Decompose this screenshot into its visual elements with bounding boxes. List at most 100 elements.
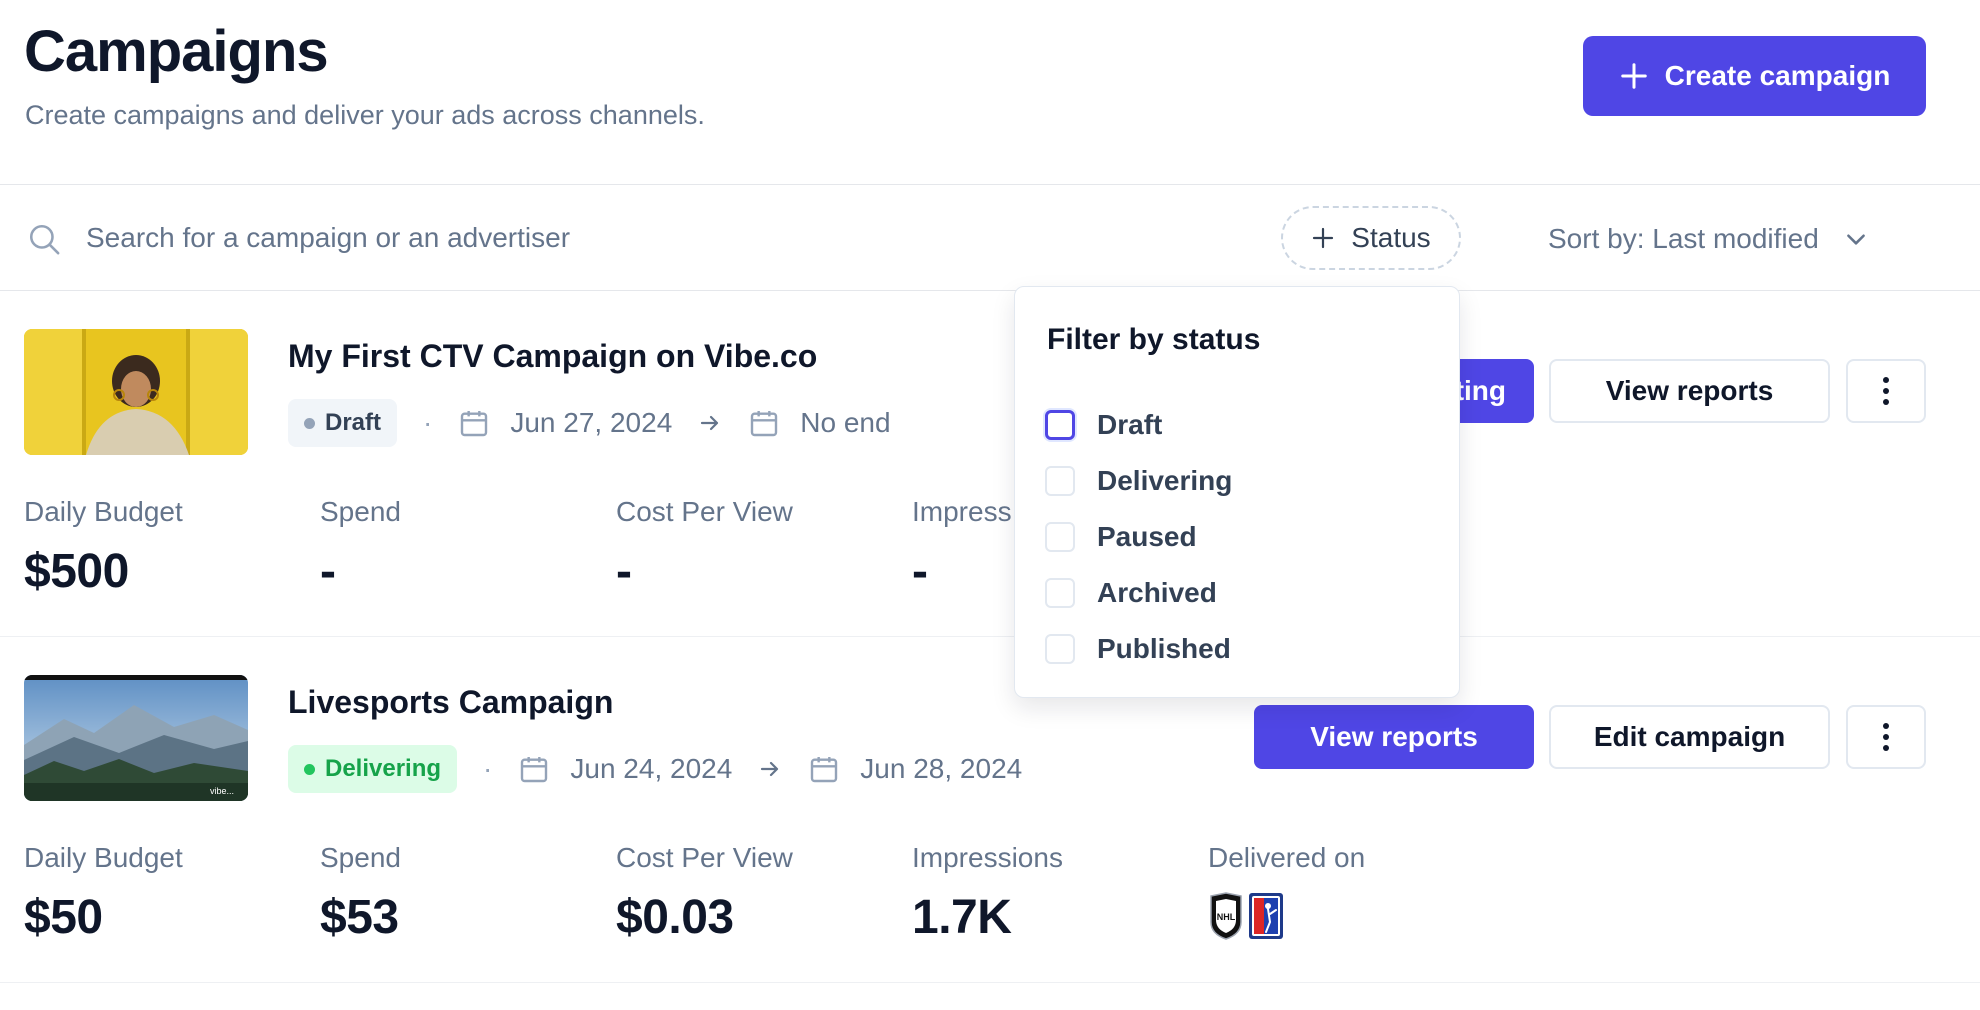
status-option-label: Delivering: [1097, 465, 1233, 496]
status-badge-label: Draft: [325, 409, 382, 436]
status-badge: Delivering: [288, 745, 458, 793]
status-option-label: Archived: [1097, 577, 1217, 608]
calendar-icon: [521, 757, 548, 783]
channel-logos: NHL: [1208, 892, 1365, 940]
arrow-right-icon: [701, 415, 719, 431]
status-dot: [304, 763, 315, 775]
status-option-label: Published: [1097, 633, 1231, 664]
svg-text:NHL: NHL: [1217, 912, 1236, 922]
more-actions-button[interactable]: [1846, 705, 1926, 769]
campaign-name[interactable]: My First CTV Campaign on Vibe.co: [288, 338, 818, 374]
page-header: Campaigns Create campaigns and deliver y…: [0, 0, 1980, 185]
status-option-delivering[interactable]: Delivering: [1045, 461, 1232, 501]
calendar-icon: [751, 411, 778, 437]
sort-select[interactable]: Sort by: Last modified: [1548, 211, 1869, 267]
status-filter-label: Status: [1351, 222, 1431, 253]
status-option-draft[interactable]: Draft: [1045, 405, 1162, 445]
stat-label: Spend: [320, 842, 401, 873]
stat-label: Daily Budget: [24, 842, 183, 873]
arrow-right-icon: [761, 761, 779, 777]
stat-delivered-on: Delivered on NHL: [1208, 842, 1365, 940]
status-option-published[interactable]: Published: [1045, 629, 1231, 669]
stat-value: $0.03: [616, 891, 734, 944]
stat-label: Delivered on: [1208, 842, 1366, 873]
status-checkbox[interactable]: [1045, 466, 1075, 496]
search-icon: [29, 224, 60, 255]
more-vertical-icon: [1883, 377, 1889, 405]
filter-toolbar: Status Sort by: Last modified: [0, 185, 1980, 291]
stat-label: Impress: [912, 496, 1012, 527]
stat-cost-per-view: Cost Per View -: [616, 496, 793, 599]
status-checkbox[interactable]: [1045, 634, 1075, 664]
status-option-label: Draft: [1097, 409, 1163, 440]
view-reports-label: View reports: [1605, 375, 1774, 406]
stat-value: $50: [24, 891, 103, 944]
view-reports-button[interactable]: View reports: [1549, 359, 1830, 423]
status-option-paused[interactable]: Paused: [1045, 517, 1197, 557]
stat-label: Cost Per View: [616, 496, 793, 527]
stat-label: Spend: [320, 496, 401, 527]
stat-impressions: Impress -: [912, 496, 1012, 599]
campaign-card: vibe... Livesports Campaign Delivering ·…: [0, 637, 1980, 983]
calendar-icon: [461, 411, 488, 437]
status-checkbox[interactable]: [1045, 578, 1075, 608]
stat-daily-budget: Daily Budget $50: [24, 842, 183, 945]
status-filter-dropdown: Filter by status Draft Delivering Paused…: [1014, 286, 1460, 698]
start-date: Jun 27, 2024: [510, 407, 673, 438]
create-campaign-button[interactable]: Create campaign: [1583, 36, 1926, 116]
stat-impressions: Impressions 1.7K: [912, 842, 1063, 945]
stat-spend: Spend $53: [320, 842, 401, 945]
more-vertical-icon: [1883, 723, 1889, 751]
end-date: Jun 28, 2024: [860, 753, 1023, 784]
thumbnail-watermark: vibe...: [210, 786, 234, 796]
stat-value: $53: [320, 891, 399, 944]
view-reports-label: View reports: [1310, 721, 1478, 752]
campaign-thumbnail-image: vibe...: [24, 675, 248, 801]
status-option-archived[interactable]: Archived: [1045, 573, 1217, 613]
calendar-icon: [811, 757, 838, 783]
view-reports-button[interactable]: View reports: [1254, 705, 1534, 769]
stat-spend: Spend -: [320, 496, 401, 599]
dropdown-title: Filter by status: [1047, 323, 1261, 356]
primary-action-label: ting: [1454, 375, 1506, 406]
campaign-thumbnail[interactable]: vibe...: [24, 675, 248, 801]
campaign-meta: Draft · Jun 27, 2024 No end: [288, 399, 891, 447]
stat-label: Cost Per View: [616, 842, 793, 873]
stat-value: $500: [24, 545, 129, 598]
status-filter-button[interactable]: Status: [1281, 206, 1461, 270]
separator-dot: ·: [423, 407, 433, 438]
sort-label: Sort by: Last modified: [1548, 223, 1819, 254]
page-title: Campaigns: [24, 19, 329, 84]
plus-icon: [1313, 227, 1334, 249]
stat-value: -: [616, 545, 632, 598]
more-actions-button[interactable]: [1846, 359, 1926, 423]
separator-dot: ·: [483, 753, 493, 784]
stat-label: Daily Budget: [24, 496, 183, 527]
plus-icon: [1620, 63, 1647, 89]
stat-cost-per-view: Cost Per View $0.03: [616, 842, 793, 945]
page-subtitle: Create campaigns and deliver your ads ac…: [25, 100, 705, 130]
campaign-name[interactable]: Livesports Campaign: [288, 684, 614, 720]
campaign-thumbnail-image: [24, 329, 248, 455]
stat-daily-budget: Daily Budget $500: [24, 496, 183, 599]
edit-campaign-label: Edit campaign: [1593, 721, 1786, 752]
end-date: No end: [800, 407, 891, 438]
campaign-meta: Delivering · Jun 24, 2024 Jun 28, 2024: [288, 745, 1022, 793]
create-campaign-label: Create campaign: [1664, 60, 1891, 91]
status-checkbox[interactable]: [1045, 522, 1075, 552]
search-input[interactable]: [86, 213, 986, 263]
stat-label: Impressions: [912, 842, 1063, 873]
stat-value: -: [320, 545, 336, 598]
status-checkbox[interactable]: [1045, 410, 1075, 440]
status-option-label: Paused: [1097, 521, 1197, 552]
stat-value: 1.7K: [912, 891, 1012, 944]
status-badge: Draft: [288, 399, 398, 447]
status-badge-label: Delivering: [325, 755, 442, 782]
start-date: Jun 24, 2024: [570, 753, 733, 784]
edit-campaign-button[interactable]: Edit campaign: [1549, 705, 1830, 769]
status-dot: [304, 417, 315, 429]
chevron-down-icon: [1846, 234, 1865, 245]
stat-value: -: [912, 545, 928, 598]
campaign-thumbnail[interactable]: [24, 329, 248, 455]
nhl-logo: NHL: [1210, 892, 1242, 940]
